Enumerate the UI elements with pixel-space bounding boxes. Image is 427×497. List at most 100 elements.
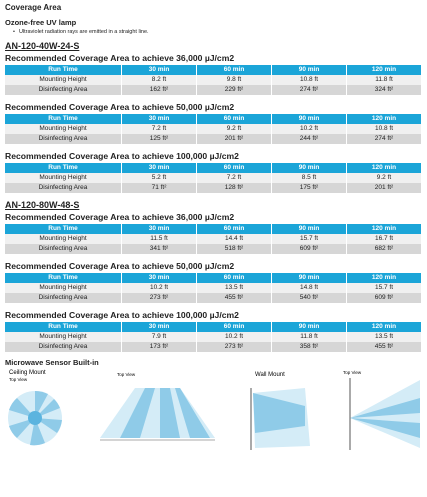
cell: 11.5 ft (121, 234, 197, 244)
cell: 609 ft² (346, 293, 422, 303)
heading: Coverage Area (5, 3, 62, 12)
sensor-title: Microwave Sensor Built-in (5, 358, 99, 367)
cell: Mounting Height (5, 75, 122, 85)
cell: 274 ft² (346, 134, 422, 144)
header-cell: Run Time (5, 65, 122, 75)
cell: 10.8 ft (271, 75, 347, 85)
table-row: Run Time 30 min 60 min 90 min 120 min (5, 273, 422, 283)
cell: 11.8 ft (346, 75, 422, 85)
table-body: Run Time 30 min 60 min 90 min 120 min Mountin… (5, 114, 422, 144)
header-cell: 30 min (121, 322, 197, 332)
cell: 16.7 ft (346, 234, 422, 244)
cell: 273 ft² (121, 293, 197, 303)
header-cell: 120 min (346, 114, 422, 124)
table-title: Recommended Coverage Area to achieve 36,… (5, 53, 235, 63)
header-cell: 60 min (196, 163, 272, 173)
ceiling-diagram (8, 390, 62, 446)
cell: 128 ft² (196, 183, 272, 193)
cell: Mounting Height (5, 283, 122, 293)
coverage-table: Run Time 30 min 60 min 90 min 120 min Mountin… (5, 163, 422, 193)
table-row: Run Time 30 min 60 min 90 min 120 min (5, 114, 422, 124)
table-row: Mounting Height 11.5 ft 14.4 ft 15.7 ft 16.7… (5, 234, 422, 244)
table-row: Mounting Height 5.2 ft 7.2 ft 8.5 ft 9.2 ft (5, 173, 422, 183)
table-row: Run Time 30 min 60 min 90 min 120 min (5, 322, 422, 332)
header-cell: 120 min (346, 322, 422, 332)
bullet: Ultraviolet radiation rays are emitted i… (5, 28, 422, 37)
table-row: Run Time 30 min 60 min 90 min 120 min (5, 224, 422, 234)
header-cell: 90 min (271, 224, 347, 234)
document: Coverage Area Ozone-free UV lamp Ultravi… (0, 0, 427, 455)
table-row: Disinfecting Area 162 ft² 229 ft² 274 ft² 32… (5, 85, 422, 95)
cell: 7.9 ft (121, 332, 197, 342)
cell: 9.2 ft (346, 173, 422, 183)
cell: 11.8 ft (271, 332, 347, 342)
coverage-table: Run Time 30 min 60 min 90 min 120 min Mountin… (5, 273, 422, 303)
header-cell: Run Time (5, 163, 122, 173)
table-body: Run Time 30 min 60 min 90 min 120 min Mountin… (5, 224, 422, 254)
diagram-label: Top View (117, 372, 136, 377)
cell: 324 ft² (346, 85, 422, 95)
table-row: Disinfecting Area 173 ft² 273 ft² 358 ft² 45… (5, 342, 422, 352)
diagram-label: Ceiling Mount (9, 370, 46, 376)
products: AN-120-40W-24-S Recommended Coverage Area… (5, 40, 422, 352)
header-cell: 60 min (196, 224, 272, 234)
header-cell: 120 min (346, 163, 422, 173)
table-title: Recommended Coverage Area to achieve 100… (5, 310, 239, 320)
cell: 13.5 ft (196, 283, 272, 293)
table-title: Recommended Coverage Area to achieve 36,… (5, 212, 235, 222)
header-cell: Run Time (5, 273, 122, 283)
lamp-title: Ozone-free UV lamp (5, 18, 77, 27)
diagram-label: Wall Mount (255, 372, 285, 378)
table-row: Mounting Height 8.2 ft 9.8 ft 10.8 ft 11.8 f… (5, 75, 422, 85)
cell: 10.2 ft (196, 332, 272, 342)
cell: 15.7 ft (346, 283, 422, 293)
cell: Mounting Height (5, 332, 122, 342)
header-cell: Run Time (5, 114, 122, 124)
cell: 10.8 ft (346, 124, 422, 134)
header-cell: Run Time (5, 322, 122, 332)
cell: 358 ft² (271, 342, 347, 352)
header-cell: 30 min (121, 224, 197, 234)
cell: 682 ft² (346, 244, 422, 254)
header-cell: 90 min (271, 273, 347, 283)
header-cell: 30 min (121, 65, 197, 75)
header-cell: 90 min (271, 65, 347, 75)
product-name: AN-120-40W-24-S (5, 41, 80, 51)
cell: 15.7 ft (271, 234, 347, 244)
diagram-label: Top View (343, 370, 362, 375)
cell: 8.5 ft (271, 173, 347, 183)
cell: 10.2 ft (271, 124, 347, 134)
cell: 7.2 ft (196, 173, 272, 183)
cell: 7.2 ft (121, 124, 197, 134)
table-row: Mounting Height 10.2 ft 13.5 ft 14.8 ft 15.7… (5, 283, 422, 293)
cell: 9.8 ft (196, 75, 272, 85)
cell: 273 ft² (196, 342, 272, 352)
header-cell: 120 min (346, 65, 422, 75)
cell: Disinfecting Area (5, 293, 122, 303)
cell: Disinfecting Area (5, 134, 122, 144)
header-cell: 120 min (346, 224, 422, 234)
cell: 71 ft² (121, 183, 197, 193)
cell: Disinfecting Area (5, 244, 122, 254)
header-cell: 120 min (346, 273, 422, 283)
table-body: Run Time 30 min 60 min 90 min 120 min Mountin… (5, 65, 422, 95)
coverage-table: Run Time 30 min 60 min 90 min 120 min Mountin… (5, 224, 422, 254)
header-cell: 30 min (121, 114, 197, 124)
table-title: Recommended Coverage Area to achieve 50,… (5, 102, 235, 112)
cell: 455 ft² (196, 293, 272, 303)
coverage-table: Run Time 30 min 60 min 90 min 120 min Mountin… (5, 114, 422, 144)
cell: 162 ft² (121, 85, 197, 95)
coverage-table: Run Time 30 min 60 min 90 min 120 min Mountin… (5, 65, 422, 95)
cell: 10.2 ft (121, 283, 197, 293)
cell: 274 ft² (271, 85, 347, 95)
cell: 540 ft² (271, 293, 347, 303)
header-cell: Run Time (5, 224, 122, 234)
header-cell: 60 min (196, 322, 272, 332)
cell: 201 ft² (346, 183, 422, 193)
cell: 455 ft² (346, 342, 422, 352)
header-cell: 60 min (196, 65, 272, 75)
table-row: Mounting Height 7.9 ft 10.2 ft 11.8 ft 13.5 … (5, 332, 422, 342)
cell: 518 ft² (196, 244, 272, 254)
cell: 244 ft² (271, 134, 347, 144)
